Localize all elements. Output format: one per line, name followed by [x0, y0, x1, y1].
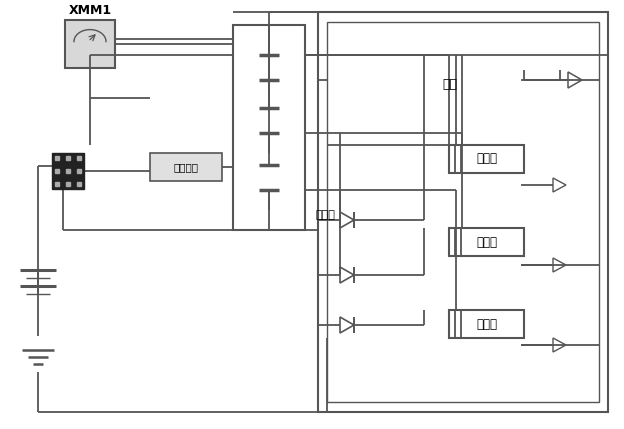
Bar — [65, 20, 115, 68]
Text: 线圈: 线圈 — [442, 79, 457, 91]
Bar — [150, 153, 222, 181]
Text: 光电门: 光电门 — [476, 236, 497, 248]
Text: 分压模块: 分压模块 — [173, 162, 198, 172]
Bar — [449, 310, 524, 338]
Bar — [449, 228, 524, 256]
Text: 光电门: 光电门 — [476, 152, 497, 166]
Bar — [52, 153, 84, 189]
Text: 可控硬: 可控硬 — [315, 210, 335, 220]
Bar — [449, 145, 524, 173]
Text: XMM1: XMM1 — [69, 4, 112, 18]
Bar — [233, 25, 305, 230]
Bar — [318, 12, 608, 412]
Bar — [327, 22, 599, 402]
Text: 光电门: 光电门 — [476, 317, 497, 330]
